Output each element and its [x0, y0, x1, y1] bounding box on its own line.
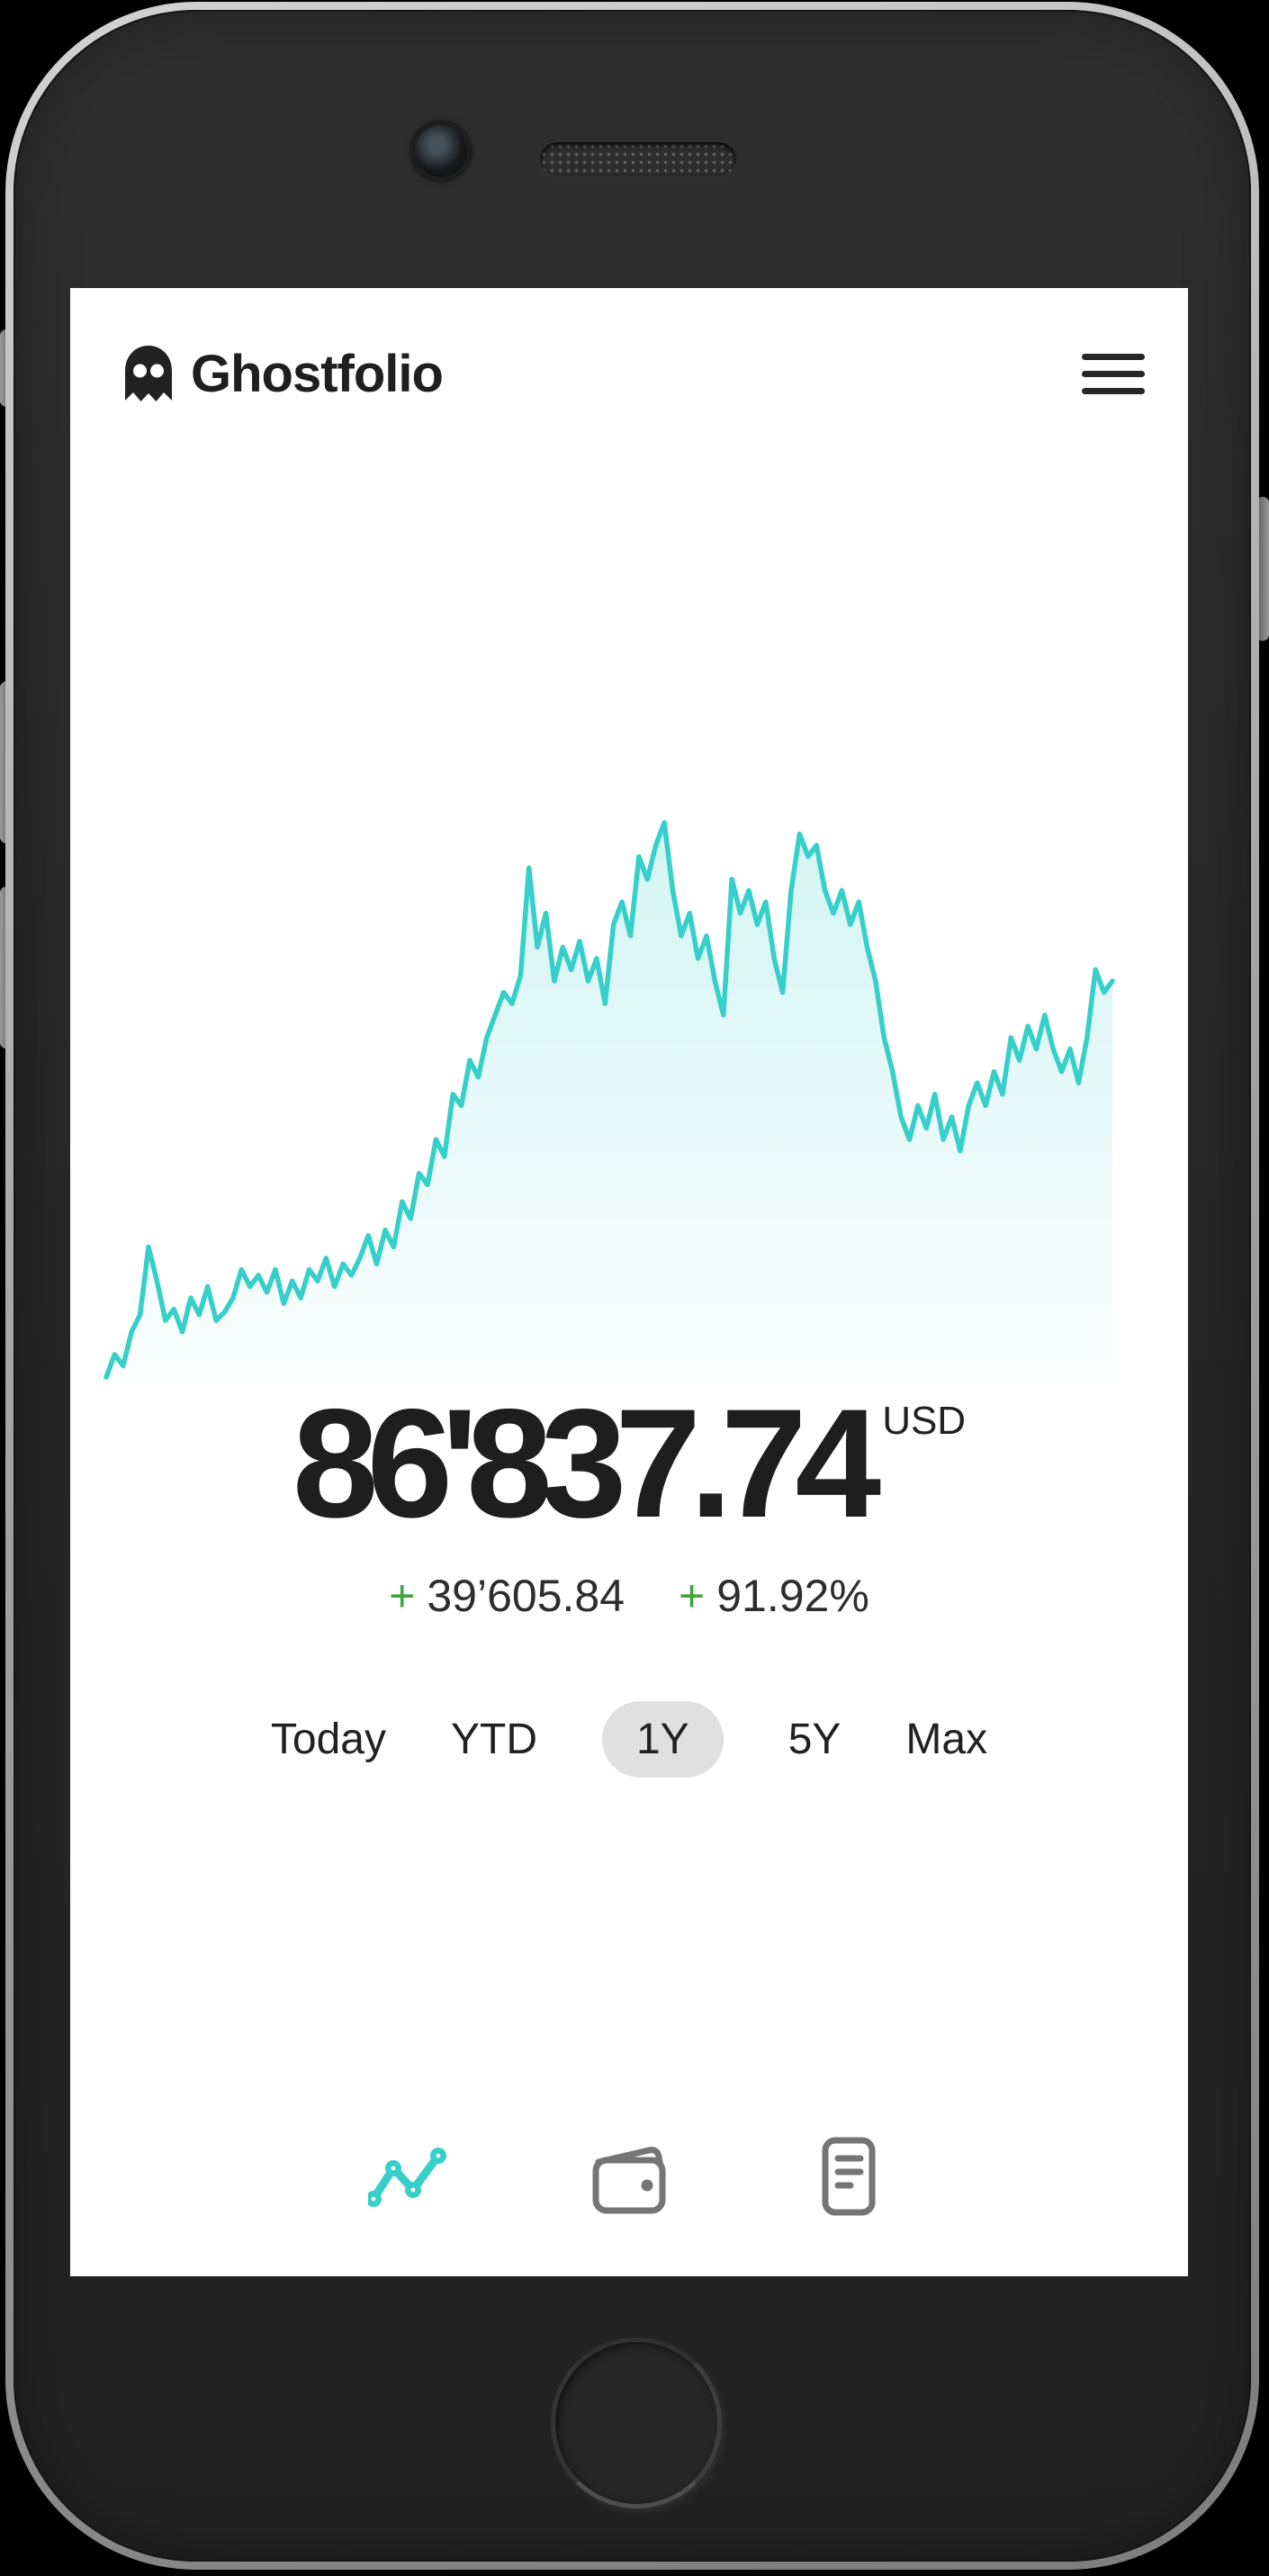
change-absolute: + 39’605.84	[389, 1570, 625, 1622]
home-button[interactable]	[551, 2337, 722, 2508]
range-option-5y[interactable]: 5Y	[788, 1716, 842, 1763]
bottom-nav	[70, 2131, 1188, 2221]
change-percent: + 91.92%	[679, 1570, 869, 1622]
range-option-ytd[interactable]: YTD	[450, 1716, 537, 1763]
change-percent-value: 91.92%	[716, 1571, 869, 1621]
transactions-icon	[822, 2137, 876, 2216]
front-camera-icon	[415, 125, 467, 177]
chart-line	[104, 820, 1115, 1380]
plus-sign: +	[679, 1571, 706, 1621]
range-option-today[interactable]: Today	[270, 1716, 386, 1763]
phone-frame: Ghostfolio	[5, 2, 1259, 2570]
performance-chart[interactable]	[104, 815, 1115, 1384]
phone-front: Ghostfolio	[14, 10, 1251, 2562]
currency-label: USD	[882, 1399, 967, 1443]
nav-wallet-tab[interactable]	[586, 2131, 672, 2221]
app-screen: Ghostfolio	[70, 288, 1188, 2276]
change-absolute-value: 39’605.84	[427, 1571, 626, 1621]
power-button	[1256, 497, 1269, 641]
nav-performance-tab[interactable]	[366, 2131, 453, 2221]
range-option-1y[interactable]: 1Y	[601, 1701, 724, 1778]
change-row: + 39’605.84 + 91.92%	[70, 1570, 1188, 1622]
hamburger-menu-icon[interactable]	[1082, 353, 1145, 394]
app-title: Ghostfolio	[191, 344, 444, 403]
chart-area-fill	[106, 823, 1112, 1384]
portfolio-value-block: 86'837.74 USD	[70, 1386, 1188, 1541]
performance-chart-icon	[368, 2148, 446, 2207]
nav-transactions-tab[interactable]	[806, 2131, 892, 2221]
plus-sign: +	[389, 1571, 416, 1621]
ghost-logo-icon	[125, 346, 172, 401]
wallet-icon	[592, 2147, 666, 2214]
range-selector: Today YTD 1Y 5Y Max	[70, 1701, 1188, 1778]
app-header: Ghostfolio	[122, 324, 1145, 423]
range-option-max[interactable]: Max	[905, 1716, 988, 1763]
portfolio-value: 86'837.74	[292, 1377, 881, 1550]
speaker-grille	[540, 142, 736, 176]
